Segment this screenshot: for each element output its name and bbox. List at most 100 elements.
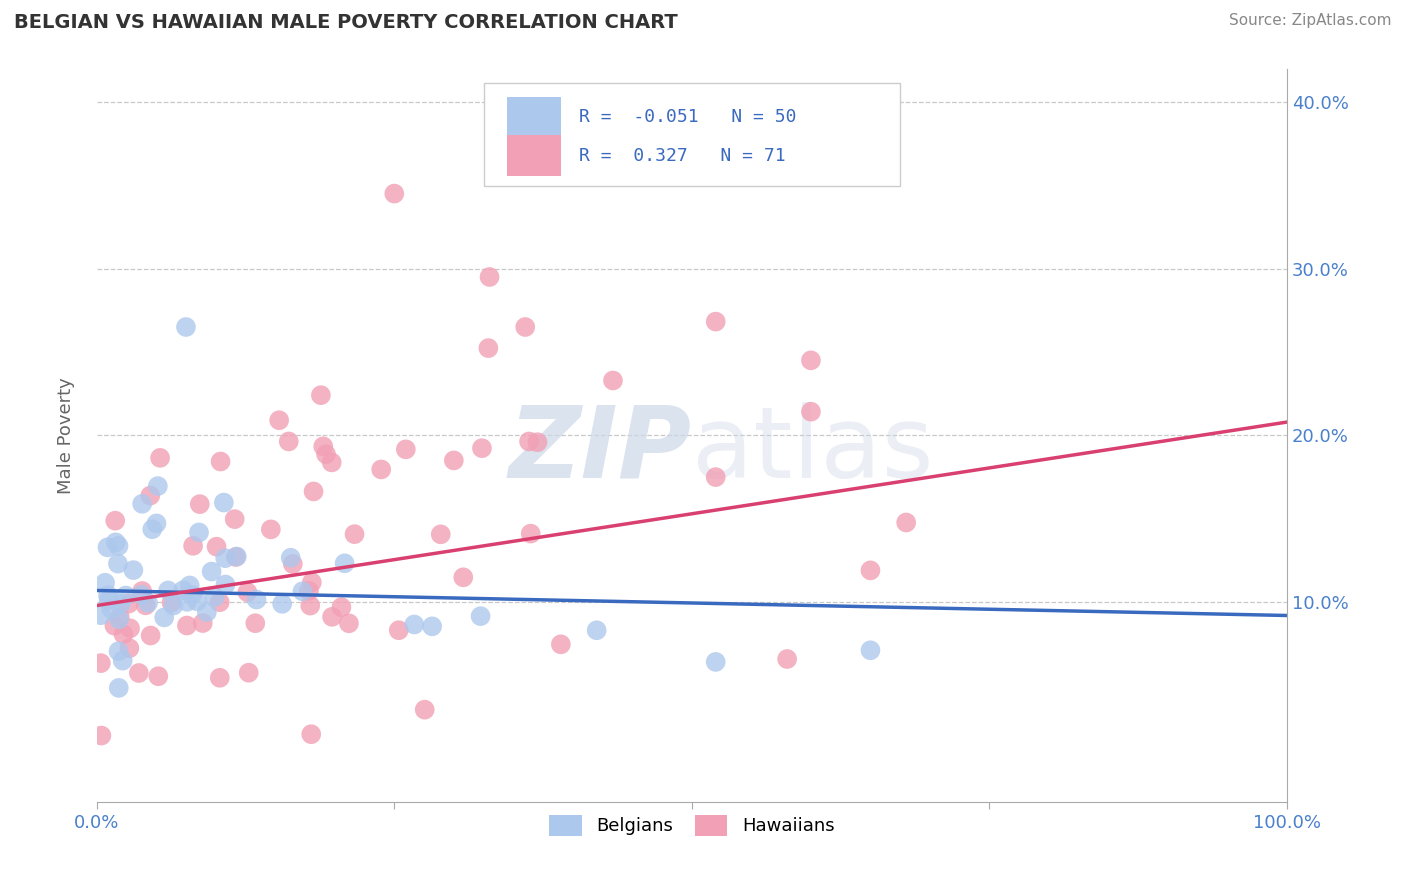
Point — [188, 525, 211, 540]
Point — [131, 497, 153, 511]
Point — [208, 595, 231, 609]
Point — [204, 590, 226, 604]
Point — [110, 597, 132, 611]
Point — [271, 597, 294, 611]
Point — [704, 470, 727, 484]
Y-axis label: Male Poverty: Male Poverty — [58, 377, 75, 494]
Point — [859, 563, 882, 577]
Point — [413, 703, 436, 717]
Point — [157, 583, 180, 598]
Point — [585, 624, 607, 638]
Point — [172, 583, 194, 598]
Point — [179, 578, 201, 592]
Point — [602, 374, 624, 388]
Point — [429, 527, 451, 541]
Point — [478, 270, 501, 285]
Point — [148, 669, 170, 683]
FancyBboxPatch shape — [484, 83, 900, 186]
Point — [370, 462, 392, 476]
Point — [404, 617, 426, 632]
Point — [104, 514, 127, 528]
Point — [212, 495, 235, 509]
Point — [291, 584, 314, 599]
Point — [299, 599, 322, 613]
Point — [315, 447, 337, 461]
Point — [162, 599, 184, 613]
Point — [236, 585, 259, 599]
Point — [238, 665, 260, 680]
Point — [269, 413, 291, 427]
Point — [181, 588, 204, 602]
Point — [107, 539, 129, 553]
Point — [550, 637, 572, 651]
Point — [160, 596, 183, 610]
Point — [704, 315, 727, 329]
Point — [224, 512, 246, 526]
Point — [299, 727, 322, 741]
Text: atlas: atlas — [692, 401, 934, 499]
Point — [114, 589, 136, 603]
Point — [118, 641, 141, 656]
Point — [145, 516, 167, 531]
Point — [191, 615, 214, 630]
Text: BELGIAN VS HAWAIIAN MALE POVERTY CORRELATION CHART: BELGIAN VS HAWAIIAN MALE POVERTY CORRELA… — [14, 13, 678, 32]
Point — [395, 442, 418, 457]
Point — [800, 405, 823, 419]
Point — [112, 627, 135, 641]
Point — [97, 593, 120, 607]
Point — [471, 441, 494, 455]
Point — [104, 535, 127, 549]
Point — [90, 608, 112, 623]
Point — [122, 563, 145, 577]
Point — [225, 549, 247, 564]
Point — [776, 652, 799, 666]
Point — [333, 556, 356, 570]
Point — [301, 575, 323, 590]
Point — [517, 434, 540, 449]
Point — [245, 616, 267, 631]
Point — [131, 584, 153, 599]
Point — [103, 618, 125, 632]
Point — [176, 595, 198, 609]
Point — [139, 489, 162, 503]
Point — [298, 583, 321, 598]
Point — [859, 643, 882, 657]
Point — [141, 522, 163, 536]
Point — [128, 665, 150, 680]
Point — [149, 450, 172, 465]
Point — [111, 654, 134, 668]
Legend: Belgians, Hawaiians: Belgians, Hawaiians — [540, 805, 844, 845]
Point — [146, 479, 169, 493]
Point — [280, 550, 302, 565]
Point — [136, 596, 159, 610]
Point — [205, 540, 228, 554]
Point — [90, 656, 112, 670]
Text: R =  0.327   N = 71: R = 0.327 N = 71 — [579, 146, 786, 164]
Point — [515, 320, 537, 334]
Point — [420, 619, 443, 633]
Point — [321, 610, 343, 624]
Point — [108, 612, 131, 626]
Point — [186, 594, 208, 608]
Text: ZIP: ZIP — [509, 401, 692, 499]
Point — [107, 681, 129, 695]
Point — [90, 729, 112, 743]
Point — [519, 526, 541, 541]
Text: R =  -0.051   N = 50: R = -0.051 N = 50 — [579, 109, 796, 127]
Bar — [508, 97, 561, 137]
Point — [281, 557, 304, 571]
Point — [800, 353, 823, 368]
Point — [107, 557, 129, 571]
Point — [704, 655, 727, 669]
Point — [245, 592, 267, 607]
Point — [181, 539, 204, 553]
Point — [214, 577, 236, 591]
Point — [343, 527, 366, 541]
Point — [135, 599, 157, 613]
Point — [174, 320, 197, 334]
Point — [176, 618, 198, 632]
Point — [260, 522, 283, 536]
Point — [214, 551, 236, 566]
Point — [526, 435, 548, 450]
Point — [382, 186, 405, 201]
